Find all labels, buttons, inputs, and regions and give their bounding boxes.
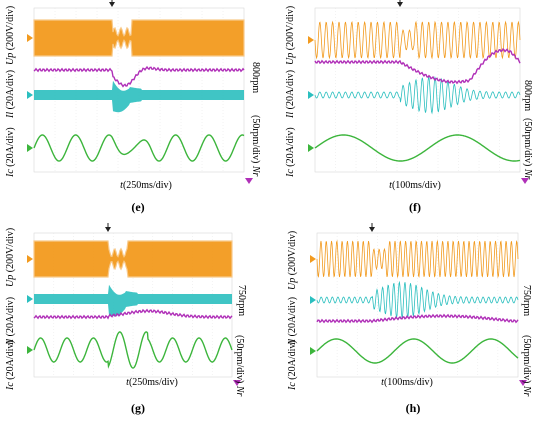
- time-label-g: t(250ms/div): [126, 377, 178, 388]
- scope-screen-g: [27, 223, 241, 386]
- up-trace: [316, 239, 519, 279]
- ic-trace: [314, 134, 521, 162]
- nr-trace: [33, 65, 245, 88]
- il-marker: [27, 91, 33, 99]
- caption-f: (f): [409, 200, 421, 214]
- label-nr-g: (50rpm/div) Nr: [234, 335, 245, 397]
- label-nr-f: (50rpm/div) Nr: [522, 118, 533, 180]
- ic-marker: [27, 144, 33, 152]
- ic-marker: [310, 347, 316, 355]
- label-up-h: Up (200V/div): [287, 230, 298, 290]
- il-trace: [34, 80, 244, 113]
- up-marker: [27, 255, 33, 263]
- label-nr-e: (50rpm/div) Nr: [250, 115, 261, 177]
- nr-marker: [233, 380, 241, 386]
- trigger-marker: [397, 2, 403, 7]
- up-trace: [34, 241, 232, 277]
- ic-marker: [308, 144, 314, 152]
- up-marker: [308, 36, 314, 44]
- nr-trace: [33, 308, 233, 320]
- ic-trace: [33, 134, 245, 162]
- il-marker: [310, 296, 316, 304]
- time-label-e: t(250ms/div): [120, 180, 172, 191]
- label-ic-g: Ic (20A/div): [5, 340, 16, 390]
- trigger-marker: [105, 227, 111, 232]
- scope-screen-f: [308, 0, 529, 184]
- label-up-f: Up (200V/div): [285, 5, 296, 65]
- up-trace: [314, 20, 521, 60]
- caption-g: (g): [131, 401, 145, 415]
- nr-marker: [245, 178, 253, 184]
- label-nr-h: (50rpm/div) Nr: [521, 335, 532, 397]
- scope-screen-e: [27, 0, 253, 184]
- label-rpm-f: 800rpm: [522, 80, 533, 112]
- ic-trace: [33, 331, 233, 369]
- trigger-marker: [369, 227, 375, 232]
- time-label-f: t(100ms/div): [389, 180, 441, 191]
- up-marker: [27, 34, 33, 42]
- label-rpm-e: 800rpm: [250, 62, 261, 94]
- scope-panel-g: Up (200V/div) Il (20A/div) Ic (20A/div) …: [0, 223, 275, 422]
- scope-panel-f: Up (200V/div) Il (20A/div) Ic (20A/div) …: [275, 0, 550, 215]
- label-up-e: Up (200V/div): [5, 5, 16, 65]
- label-ic-h: Ic (20A/div): [287, 340, 298, 390]
- label-il-f: Il (20A/div): [285, 69, 296, 118]
- nr-marker: [521, 178, 529, 184]
- il-marker: [27, 295, 33, 303]
- scope-screen-h: [310, 223, 527, 386]
- time-label-h: t(100ms/div): [381, 377, 433, 388]
- up-marker: [310, 255, 316, 263]
- up-trace-edge: [33, 240, 233, 278]
- il-trace: [314, 76, 521, 115]
- label-il-h: Il (20A/div): [287, 296, 298, 345]
- caption-h: (h): [405, 401, 421, 415]
- il-trace: [34, 284, 232, 317]
- nr-trace: [316, 313, 519, 324]
- caption-e: (e): [131, 200, 145, 214]
- trigger-marker: [109, 2, 115, 7]
- label-il-g: Il (20A/div): [5, 296, 16, 345]
- up-trace: [34, 20, 244, 56]
- scope-panel-h: Up (200V/div) Il (20A/div) Ic (20A/div) …: [275, 223, 550, 422]
- ic-trace: [316, 338, 519, 364]
- label-rpm-h: 750rpm: [521, 285, 532, 317]
- up-trace-edge: [33, 19, 245, 57]
- il-marker: [308, 91, 314, 99]
- label-ic-f: Ic (20A/div): [285, 127, 296, 177]
- scope-panel-e: Up (200V/div) Il (20A/div) Ic (20A/div) …: [0, 0, 275, 215]
- nr-marker: [519, 380, 527, 386]
- label-up-g: Up (200V/div): [5, 227, 16, 287]
- ic-marker: [27, 346, 33, 354]
- il-trace: [316, 280, 519, 320]
- label-ic-e: Ic (20A/div): [5, 127, 16, 177]
- nr-trace: [314, 48, 521, 85]
- label-il-e: Il (20A/div): [5, 69, 16, 118]
- label-rpm-g: 750rpm: [236, 285, 247, 317]
